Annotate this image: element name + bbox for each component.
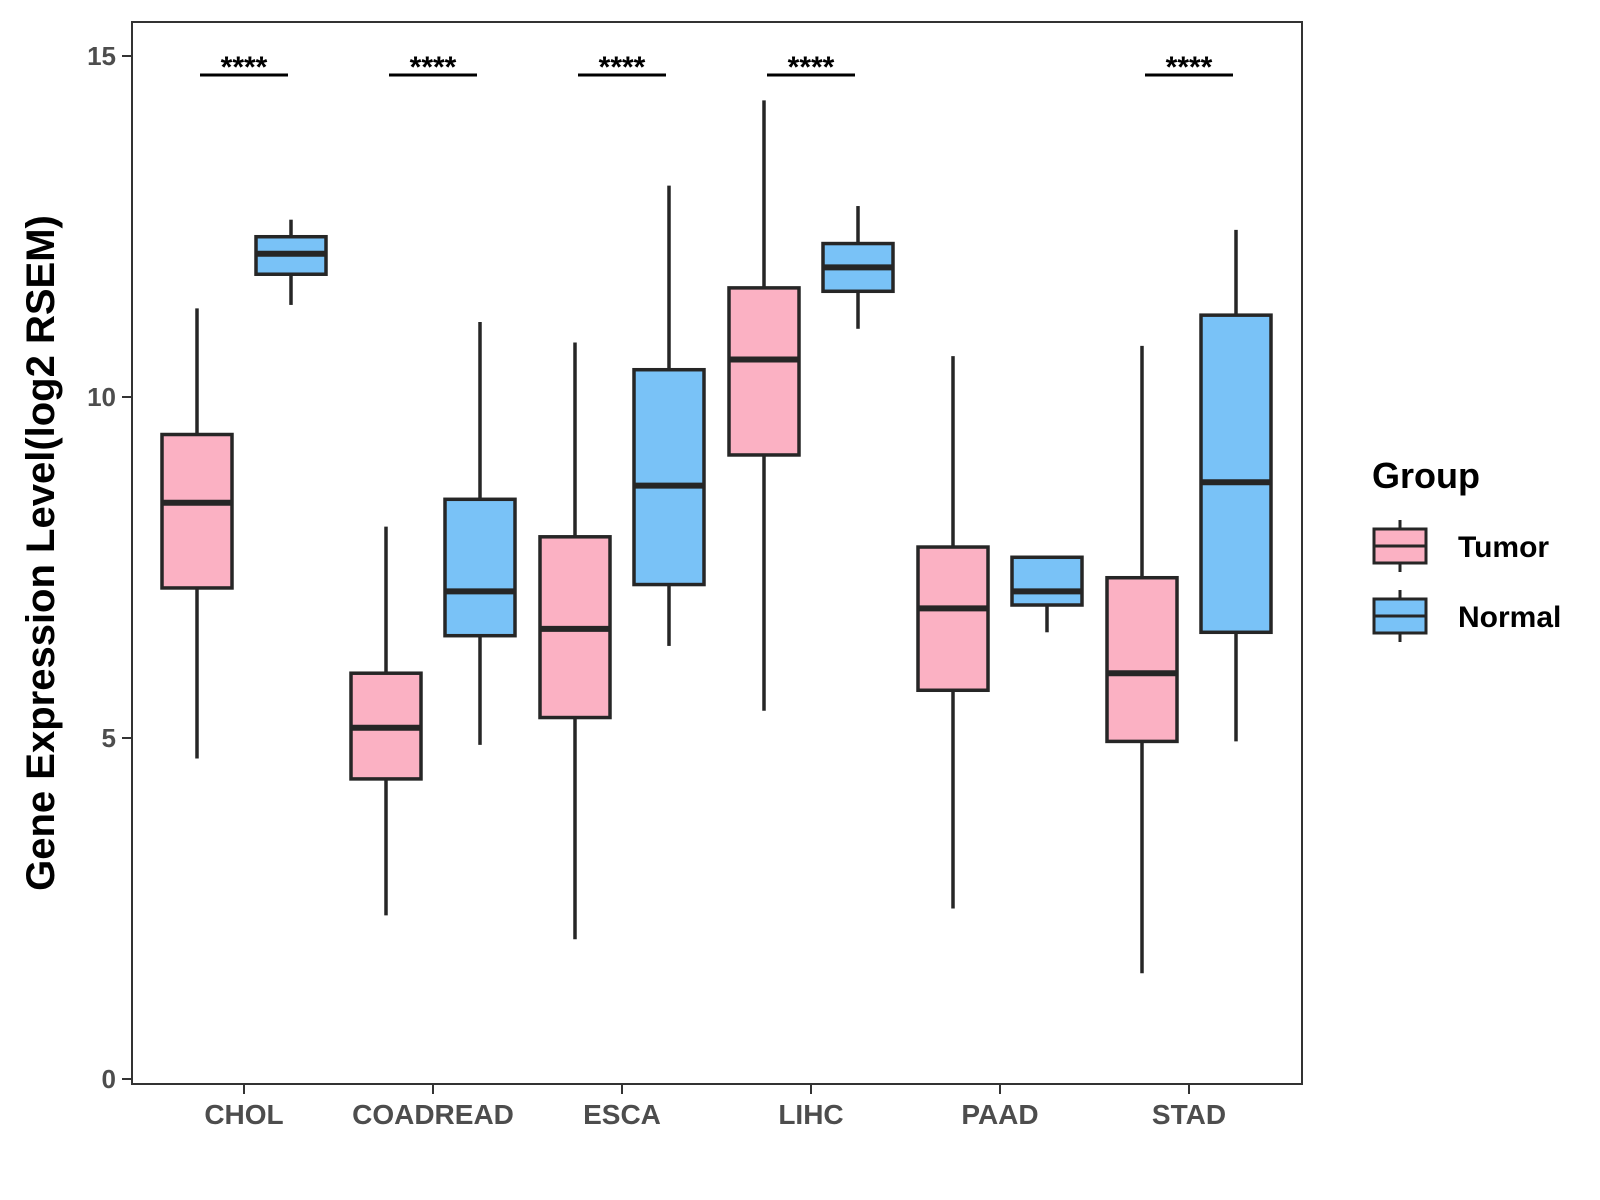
- box-body: [916, 545, 990, 693]
- significance-label: ****: [221, 51, 268, 84]
- legend-title: Group: [1372, 455, 1480, 496]
- box-body: [632, 367, 706, 587]
- box-body: [1010, 555, 1084, 607]
- box-normal-stad: [1199, 229, 1273, 742]
- legend: Group Tumor Normal: [1372, 455, 1561, 642]
- x-tick-label: ESCA: [583, 1099, 661, 1130]
- box-body: [1105, 575, 1179, 744]
- box-tumor-lihc: [727, 100, 801, 711]
- box-normal-esca: [632, 185, 706, 646]
- box-group: [160, 100, 1273, 974]
- box-body: [1199, 313, 1273, 635]
- box-tumor-stad: [1105, 345, 1179, 974]
- significance-label: ****: [599, 51, 646, 84]
- significance-label: ****: [1166, 51, 1213, 84]
- legend-item-tumor: Tumor: [1372, 520, 1549, 572]
- y-tick-label: 0: [102, 1064, 116, 1094]
- box-body: [727, 286, 801, 457]
- box-tumor-chol: [160, 308, 234, 759]
- legend-label: Tumor: [1458, 531, 1549, 564]
- box-tumor-coadread: [349, 526, 423, 916]
- y-axis-title: Gene Expression Level(log2 RSEM): [19, 215, 63, 891]
- box-body: [443, 497, 517, 638]
- x-tick-label: LIHC: [778, 1099, 843, 1130]
- significance-label: ****: [788, 51, 835, 84]
- box-normal-coadread: [443, 321, 517, 745]
- x-axis: CHOL COADREAD ESCA LIHC PAAD STAD: [204, 1084, 1226, 1130]
- x-tick-label: COADREAD: [352, 1099, 514, 1130]
- significance-label: ****: [410, 51, 457, 84]
- x-tick-label: CHOL: [204, 1099, 283, 1130]
- plot-panel: [131, 21, 1303, 1085]
- box-normal-paad: [1010, 555, 1084, 633]
- y-tick-label: 10: [87, 382, 116, 412]
- box-tumor-paad: [916, 356, 990, 909]
- x-tick-label: PAAD: [961, 1099, 1038, 1130]
- y-tick-label: 5: [102, 723, 116, 753]
- box-normal-chol: [254, 219, 328, 305]
- y-axis: 0 5 10 15: [87, 41, 132, 1094]
- box-body: [160, 432, 234, 590]
- y-tick-label: 15: [87, 41, 116, 71]
- box-tumor-esca: [538, 342, 612, 940]
- x-tick-label: STAD: [1152, 1099, 1226, 1130]
- box-normal-lihc: [821, 206, 895, 329]
- legend-item-normal: Normal: [1372, 590, 1561, 642]
- legend-label: Normal: [1458, 601, 1561, 634]
- significance-annotations: **** **** **** **** ****: [200, 51, 1233, 84]
